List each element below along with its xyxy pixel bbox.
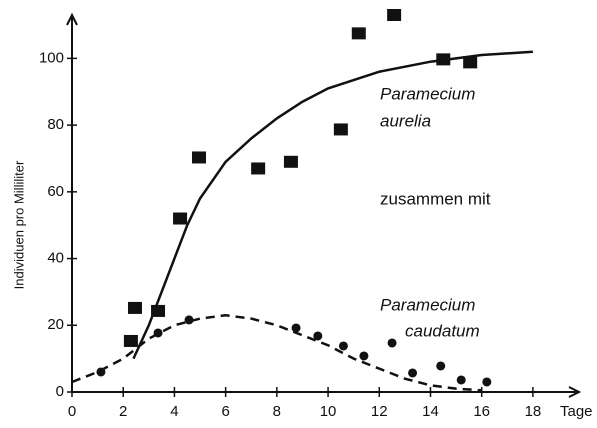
square-point	[251, 162, 266, 175]
x-tick-label: 16	[473, 403, 490, 420]
x-tick-label: 4	[170, 403, 178, 420]
annotation: caudatum	[405, 321, 480, 340]
y-axis-label: Individuen pro Milliliter	[11, 160, 26, 289]
circle-point	[291, 323, 301, 333]
curve	[71, 314, 482, 392]
x-tick-label: 8	[273, 403, 281, 420]
circle-point	[313, 331, 323, 341]
annotation: Paramecium	[380, 84, 475, 103]
y-tick-label: 0	[56, 383, 64, 400]
circle-point	[456, 375, 466, 385]
circle-point	[482, 377, 492, 387]
curve	[132, 50, 533, 360]
square-point	[151, 304, 166, 317]
annotation: zusammen mit	[380, 189, 491, 208]
x-tick-label: 6	[221, 403, 229, 420]
x-tick-label: 2	[119, 403, 127, 420]
y-tick-label: 100	[39, 49, 64, 66]
square-point	[333, 123, 348, 136]
circle-point	[96, 367, 106, 377]
circle-point	[184, 315, 194, 325]
square-point	[387, 9, 402, 21]
square-point	[127, 301, 142, 314]
circle-point	[408, 368, 418, 378]
square-point	[463, 56, 478, 69]
y-axis-arrow	[66, 12, 78, 26]
square-point	[351, 27, 366, 40]
circle-point	[338, 341, 348, 351]
square-point	[436, 53, 451, 66]
circle-point	[387, 338, 397, 348]
square-point	[123, 334, 138, 347]
annotation: Paramecium	[380, 295, 475, 314]
circle-point	[436, 361, 446, 371]
y-tick-label: 40	[47, 250, 64, 267]
x-tick-label: 14	[422, 403, 439, 420]
square-point	[283, 155, 298, 168]
x-tick-label: 12	[371, 403, 388, 420]
square-point	[173, 212, 188, 225]
circle-point	[359, 351, 369, 361]
y-tick-label: 20	[47, 316, 64, 333]
x-axis-label: Tage	[560, 403, 593, 420]
x-tick-label: 10	[320, 403, 337, 420]
square-point	[192, 151, 207, 164]
x-tick-label: 18	[525, 403, 542, 420]
x-tick-label: 0	[68, 403, 76, 420]
circle-point	[153, 328, 163, 338]
y-tick-label: 60	[47, 183, 64, 200]
x-axis-arrow	[568, 386, 582, 398]
y-tick-label: 80	[47, 116, 64, 133]
annotation: aurelia	[380, 111, 431, 130]
